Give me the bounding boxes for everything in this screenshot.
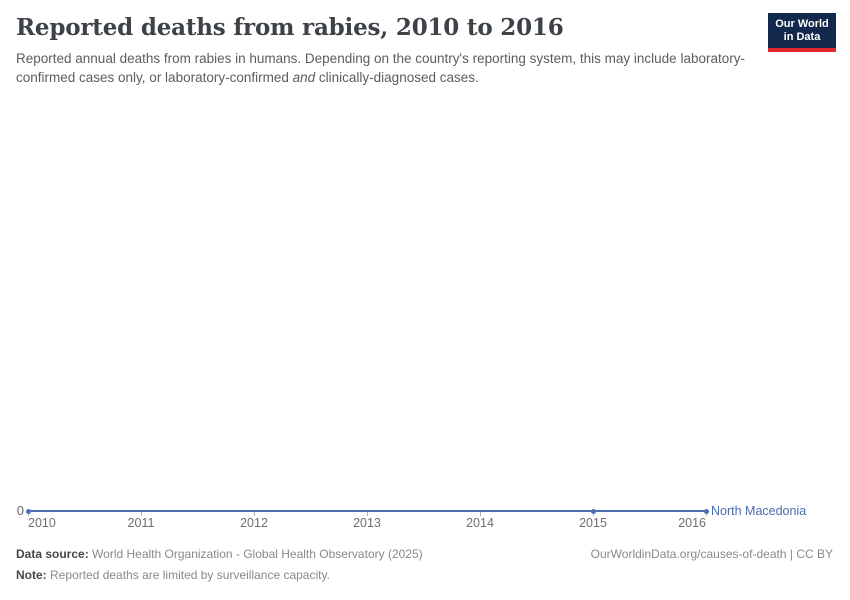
chart-subtitle: Reported annual deaths from rabies in hu… [16, 50, 750, 87]
x-axis-tick-2011 [140, 512, 142, 516]
subtitle-italic-word: and [292, 69, 316, 85]
note-label: Note: [16, 567, 47, 582]
note-value: Reported deaths are limited by surveilla… [46, 567, 330, 582]
note-line: Note: Reported deaths are limited by sur… [16, 568, 833, 582]
data-point-marker-2015[interactable] [590, 508, 596, 514]
data-source-label: Data source: [16, 547, 89, 561]
data-point-marker-2010[interactable] [25, 508, 31, 514]
citation-link[interactable]: OurWorldinData.org/causes-of-death | CC … [590, 547, 833, 561]
x-axis-tick-2015 [592, 512, 594, 516]
data-line-north-macedonia[interactable] [28, 510, 706, 512]
owid-logo-red-bar [768, 48, 836, 52]
owid-logo[interactable]: Our World in Data [768, 13, 836, 52]
chart-header: Reported deaths from rabies, 2010 to 201… [16, 14, 750, 87]
x-axis-label-2013: 2013 [353, 516, 381, 530]
data-source-value: World Health Organization - Global Healt… [88, 547, 423, 561]
subtitle-text-end: clinically-diagnosed cases. [315, 69, 479, 85]
chart-footer: Data source: World Health Organization -… [16, 547, 833, 588]
x-axis-label-2012: 2012 [240, 516, 268, 530]
x-axis-tick-2010 [27, 512, 29, 516]
subtitle-text: Reported annual deaths from rabies in hu… [16, 51, 745, 85]
x-axis-label-2016: 2016 [678, 516, 706, 530]
y-axis-label-zero: 0 [16, 503, 24, 518]
owid-logo-box: Our World in Data [768, 13, 836, 48]
page-title: Reported deaths from rabies, 2010 to 201… [16, 14, 564, 41]
x-axis-tick-2014 [479, 512, 481, 516]
x-axis-label-2014: 2014 [466, 516, 494, 530]
owid-logo-line2: in Data [783, 30, 821, 43]
x-axis-label-2010: 2010 [28, 516, 56, 530]
x-axis-tick-2013 [366, 512, 368, 516]
data-source-line: Data source: World Health Organization -… [16, 547, 833, 561]
x-axis-tick-2012 [253, 512, 255, 516]
x-axis-label-2015: 2015 [579, 516, 607, 530]
series-label-north-macedonia[interactable]: North Macedonia [711, 504, 807, 518]
owid-logo-line1: Our World [775, 18, 829, 30]
x-axis-label-2011: 2011 [127, 516, 155, 530]
data-point-marker-2016[interactable] [703, 508, 709, 514]
x-axis-tick-2016 [705, 512, 707, 516]
